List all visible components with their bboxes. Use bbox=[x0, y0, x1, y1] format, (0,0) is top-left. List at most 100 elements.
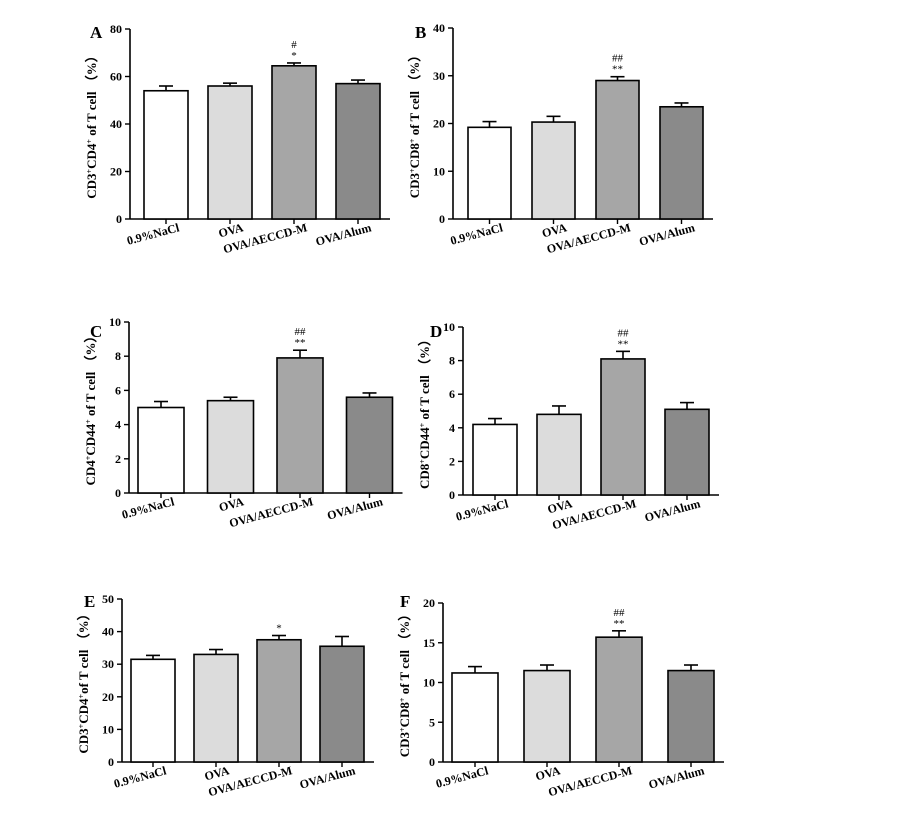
y-axis-title: CD3+CD8+ of T cell （%） bbox=[407, 49, 422, 198]
y-tick-label: 0 bbox=[429, 755, 435, 769]
y-axis-title: CD4+CD44+ of T cell （%） bbox=[83, 330, 98, 486]
category-label: OVA/AECCD-M bbox=[547, 763, 634, 799]
category-label: OVA bbox=[217, 220, 245, 240]
chart-panel-c: C 0 2 4 6 8 10 CD4+CD44+ of T cell （%） 0.9%NaCl O… bbox=[83, 315, 403, 530]
y-tick-label: 4 bbox=[449, 421, 455, 435]
category-label: 0.9%NaCl bbox=[454, 496, 510, 524]
category-label: OVA/Alum bbox=[298, 763, 357, 791]
y-tick-label: 40 bbox=[433, 21, 445, 35]
bar-1 bbox=[451, 672, 499, 763]
bar-4 bbox=[667, 669, 715, 763]
y-axis-title: CD3+CD8+ of T cell （%） bbox=[397, 608, 412, 757]
chart-panel-e: E 0 10 20 30 40 50 CD3+CD4+of T cell （%） 0.9%NaC… bbox=[76, 592, 374, 799]
y-tick-label: 0 bbox=[115, 486, 121, 500]
y-tick-label: 50 bbox=[102, 592, 114, 606]
bar-3 bbox=[595, 636, 643, 763]
y-tick-label: 40 bbox=[102, 625, 114, 639]
panel-letter: F bbox=[400, 592, 410, 611]
significance-marker: ## bbox=[618, 327, 630, 339]
y-tick-label: 10 bbox=[443, 320, 455, 334]
y-tick-label: 80 bbox=[110, 22, 122, 36]
y-tick-label: 15 bbox=[423, 636, 435, 650]
category-label: OVA bbox=[546, 496, 574, 516]
bar-2 bbox=[207, 85, 253, 220]
category-label: OVA/Alum bbox=[314, 220, 373, 248]
category-label: OVA bbox=[540, 220, 568, 240]
category-label: 0.9%NaCl bbox=[125, 220, 181, 248]
bar-3 bbox=[595, 79, 640, 220]
bar-4 bbox=[664, 408, 710, 496]
y-tick-label: 10 bbox=[433, 164, 445, 178]
category-label: 0.9%NaCl bbox=[112, 763, 168, 791]
y-tick-label: 40 bbox=[110, 117, 122, 131]
panel-letter: D bbox=[430, 322, 442, 341]
y-tick-label: 6 bbox=[115, 383, 121, 397]
bar-4 bbox=[345, 396, 394, 494]
significance-marker: ** bbox=[614, 618, 625, 630]
bar-4 bbox=[335, 82, 381, 220]
significance-marker: # bbox=[291, 39, 297, 51]
bar-1 bbox=[143, 89, 189, 220]
category-label: 0.9%NaCl bbox=[449, 220, 505, 248]
y-tick-label: 8 bbox=[115, 349, 121, 363]
y-axis-title: CD8+CD44+ of T cell （%） bbox=[417, 333, 432, 489]
y-axis-title: CD3+CD4+ of T cell （%） bbox=[84, 49, 99, 198]
significance-marker: * bbox=[276, 623, 282, 635]
y-tick-label: 0 bbox=[108, 755, 114, 769]
significance-marker: * bbox=[291, 50, 297, 62]
category-label: OVA bbox=[534, 763, 562, 783]
panel-letter: C bbox=[90, 322, 102, 341]
category-label: OVA/Alum bbox=[643, 496, 702, 524]
category-label: 0.9%NaCl bbox=[434, 763, 490, 791]
y-tick-label: 6 bbox=[449, 387, 455, 401]
y-tick-label: 0 bbox=[439, 212, 445, 226]
y-tick-label: 10 bbox=[102, 722, 114, 736]
panel-letter: E bbox=[84, 592, 95, 611]
bar-3 bbox=[600, 358, 646, 496]
bar-1 bbox=[130, 658, 176, 763]
chart-panel-b: B 0 10 20 30 40 CD3+CD8+ of T cell （%） 0.9%NaCl… bbox=[407, 21, 713, 256]
y-tick-label: 0 bbox=[116, 212, 122, 226]
significance-marker: ## bbox=[612, 53, 624, 65]
category-label: OVA/Alum bbox=[647, 763, 706, 791]
significance-marker: ** bbox=[612, 64, 623, 76]
chart-panel-a: A 0 20 40 60 80 CD3+CD4+ of T cell （%） 0.9%NaCl… bbox=[84, 22, 390, 256]
y-tick-label: 20 bbox=[433, 117, 445, 131]
bar-2 bbox=[531, 121, 576, 220]
bar-2 bbox=[536, 413, 582, 496]
y-tick-label: 30 bbox=[102, 657, 114, 671]
y-tick-label: 4 bbox=[115, 418, 121, 432]
y-tick-label: 2 bbox=[449, 454, 455, 468]
chart-panel-d: D 0 2 4 6 8 10 CD8+CD44+ of T cell （%） 0.9%NaCl O… bbox=[417, 320, 719, 532]
bar-1 bbox=[137, 406, 185, 494]
bar-2 bbox=[193, 653, 239, 763]
category-label: OVA/Alum bbox=[325, 494, 384, 522]
y-tick-label: 2 bbox=[115, 452, 121, 466]
y-tick-label: 20 bbox=[110, 165, 122, 179]
y-tick-label: 5 bbox=[429, 715, 435, 729]
significance-marker: ## bbox=[614, 607, 626, 619]
chart-panel-f: F 0 5 10 15 20 CD3+CD8+ of T cell （%） 0.9%NaCl O… bbox=[397, 592, 724, 799]
bar-2 bbox=[523, 669, 571, 763]
y-axis-title: CD3+CD4+of T cell （%） bbox=[76, 607, 91, 753]
y-tick-label: 10 bbox=[423, 676, 435, 690]
panel-letter: B bbox=[415, 23, 426, 42]
category-label: OVA bbox=[217, 494, 245, 514]
category-label: OVA/Alum bbox=[637, 220, 696, 248]
y-tick-label: 30 bbox=[433, 69, 445, 83]
bar-3 bbox=[256, 638, 302, 763]
significance-marker: ** bbox=[295, 337, 306, 349]
bar-1 bbox=[467, 126, 512, 220]
significance-marker: ## bbox=[295, 326, 307, 338]
significance-marker: ** bbox=[618, 338, 629, 350]
y-tick-label: 20 bbox=[102, 690, 114, 704]
y-tick-label: 60 bbox=[110, 70, 122, 84]
y-tick-label: 0 bbox=[449, 488, 455, 502]
bar-4 bbox=[659, 105, 704, 220]
y-tick-label: 8 bbox=[449, 354, 455, 368]
bar-2 bbox=[206, 399, 255, 494]
bar-3 bbox=[271, 65, 317, 220]
bar-3 bbox=[276, 357, 324, 494]
y-tick-label: 20 bbox=[423, 596, 435, 610]
